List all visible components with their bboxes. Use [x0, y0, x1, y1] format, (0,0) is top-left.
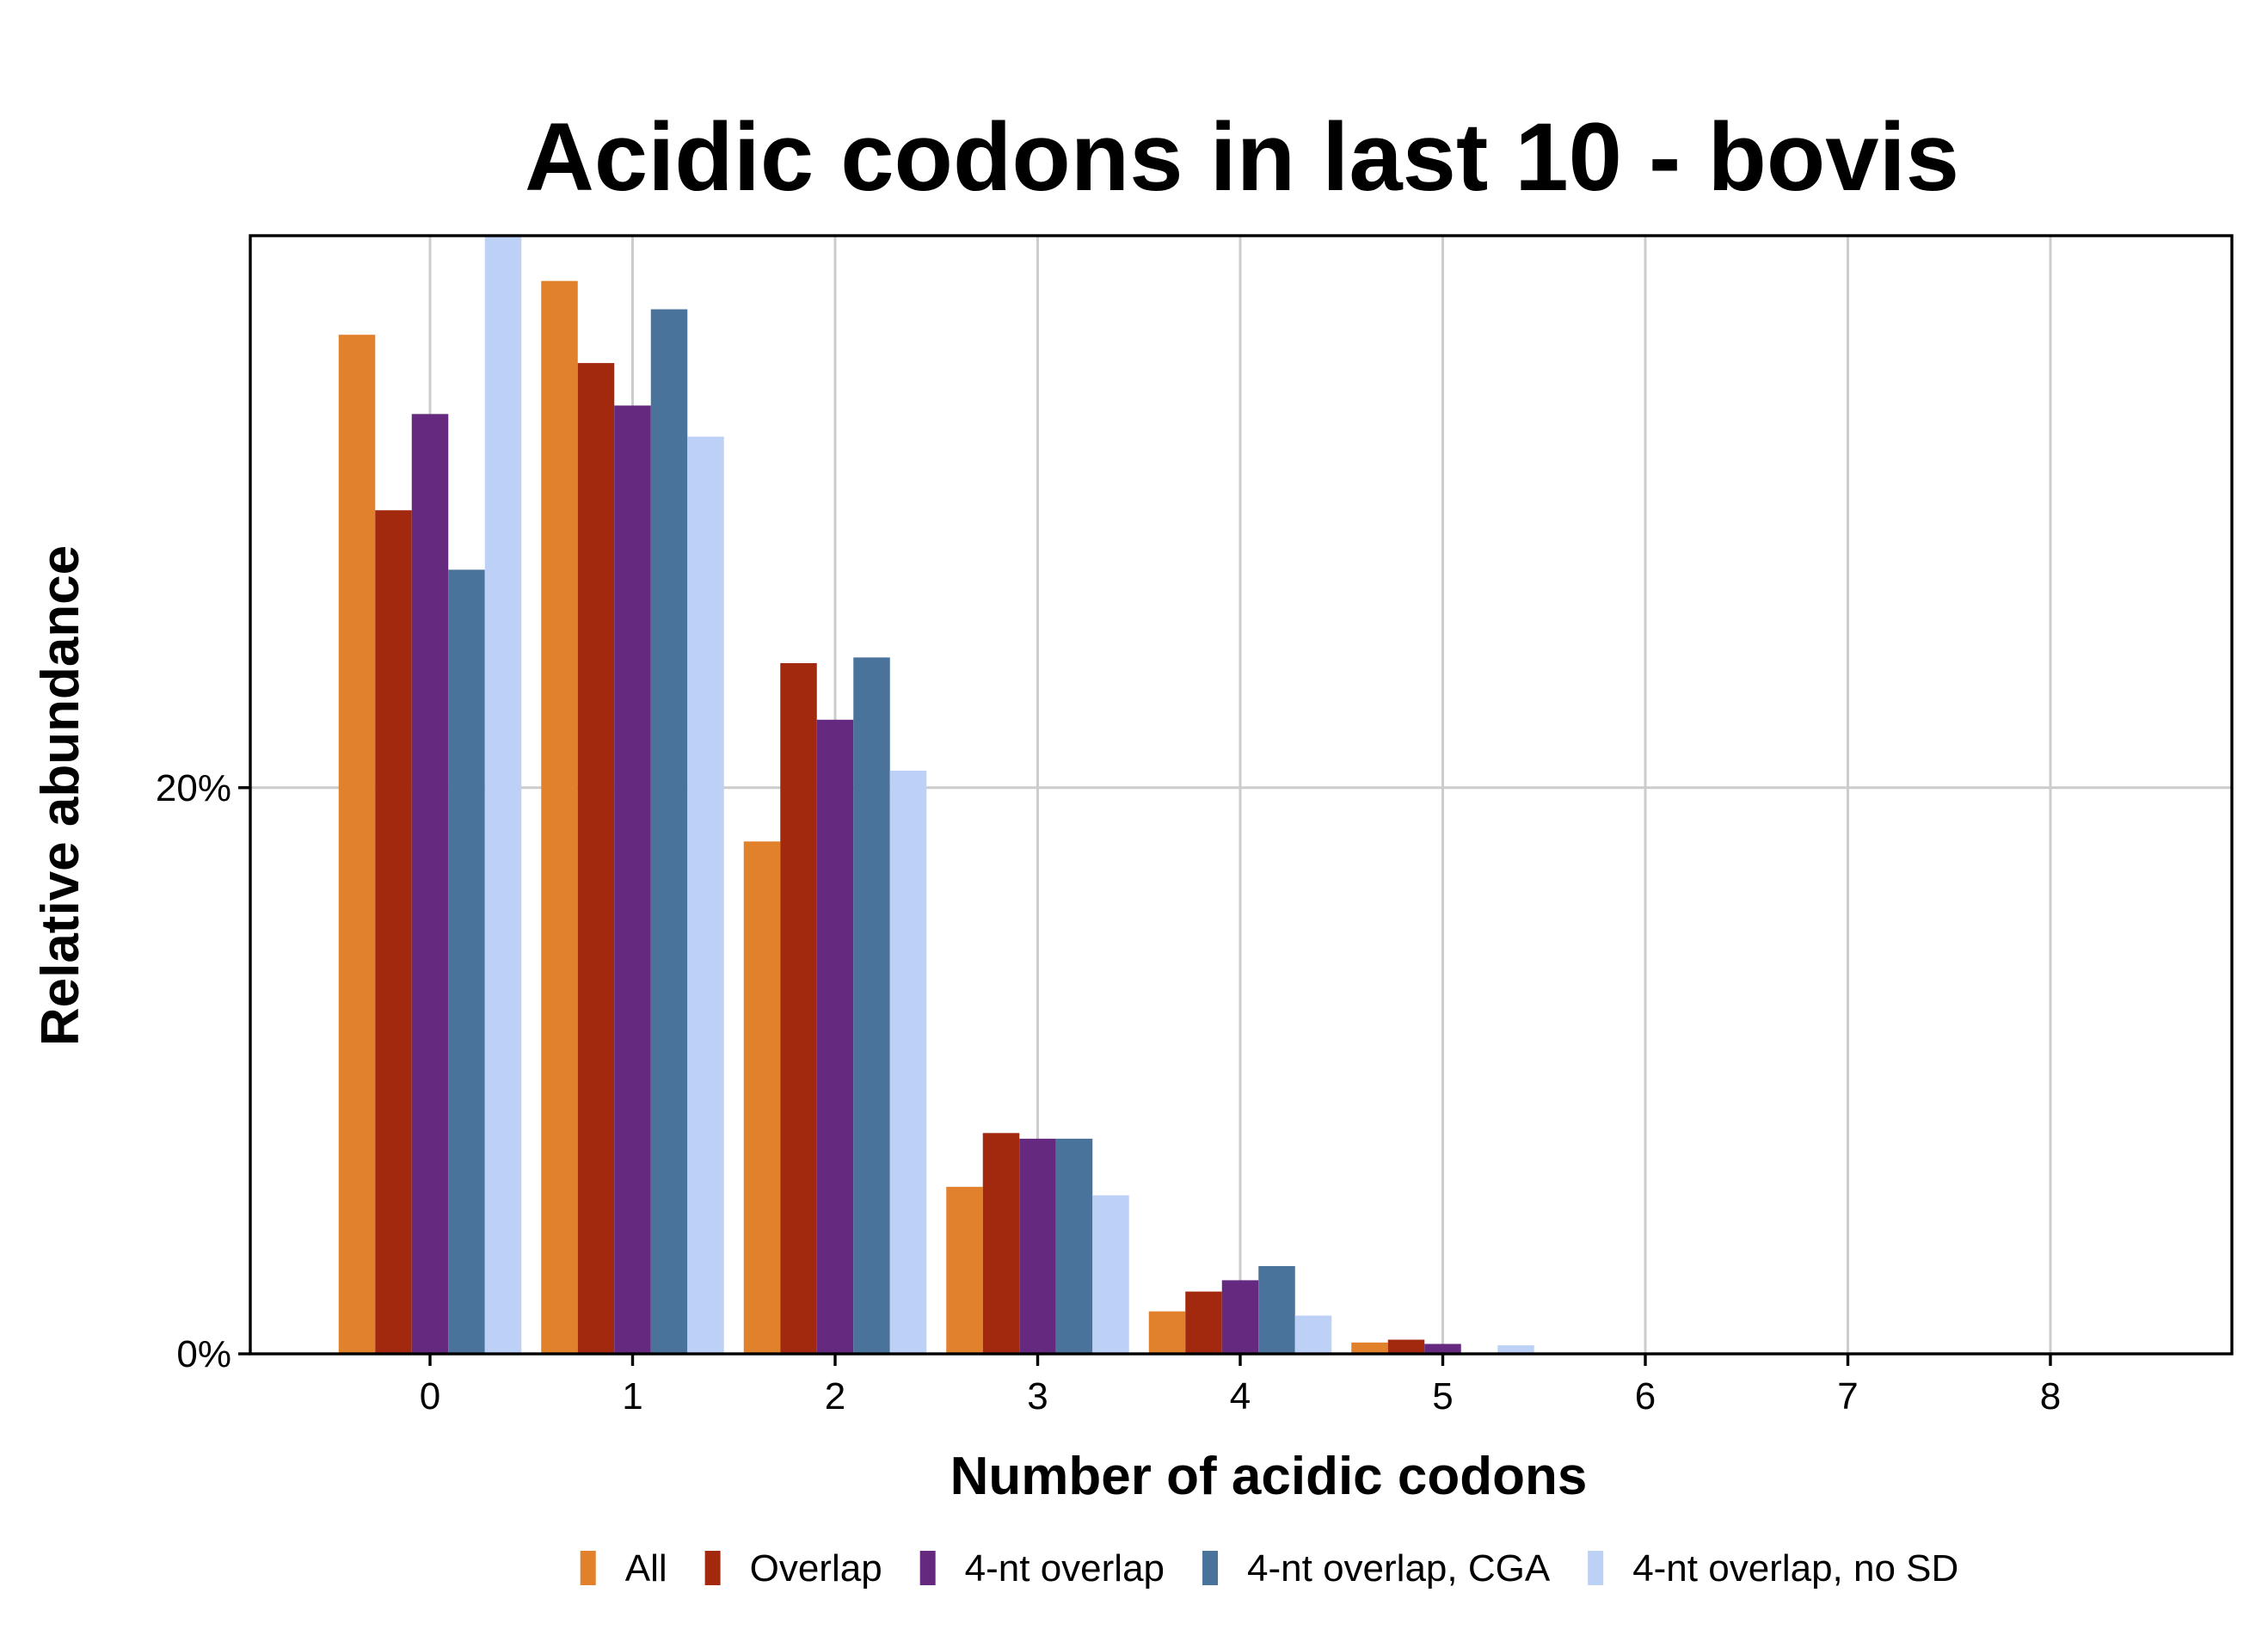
bar: [1497, 1345, 1534, 1354]
x-tick-label: 6: [1635, 1375, 1656, 1417]
y-axis-title: Relative abundance: [31, 545, 90, 1046]
bar: [614, 405, 651, 1354]
bar: [816, 719, 854, 1354]
bar: [448, 569, 485, 1354]
legend-swatch: [580, 1551, 596, 1585]
bar: [982, 1133, 1020, 1354]
legend-label: 4-nt overlap, CGA: [1247, 1547, 1551, 1590]
x-tick-label: 4: [1230, 1375, 1251, 1417]
bar: [375, 510, 412, 1354]
x-axis: 0 1 2 3 4 5 6 7 8: [420, 1354, 2061, 1417]
x-tick-label: 8: [2040, 1375, 2061, 1417]
bar: [541, 280, 578, 1355]
bar: [1019, 1138, 1056, 1354]
bar: [1294, 1315, 1332, 1354]
legend-label: All: [625, 1547, 667, 1590]
bar: [338, 335, 376, 1354]
legend-swatch: [1202, 1551, 1219, 1585]
x-tick-label: 3: [1027, 1375, 1048, 1417]
bar: [889, 771, 927, 1354]
bar: [743, 841, 781, 1354]
bar: [1221, 1280, 1259, 1354]
bar: [411, 414, 449, 1354]
x-tick-label: 0: [420, 1375, 440, 1417]
legend-label: Overlap: [750, 1547, 882, 1590]
legend: All Overlap 4-nt overlap 4-nt overlap, CGA 4…: [580, 1547, 1958, 1590]
bar: [484, 236, 522, 1354]
bar: [650, 309, 688, 1355]
bar: [946, 1186, 983, 1354]
bars: [338, 236, 1534, 1355]
chart-title: Acidic codons in last 10 - bovis: [525, 103, 1959, 211]
bar: [1148, 1311, 1186, 1354]
legend-swatch: [704, 1551, 721, 1585]
y-tick-label: 20%: [156, 767, 231, 809]
y-tick-label: 0%: [176, 1333, 231, 1375]
x-tick-label: 2: [825, 1375, 845, 1417]
bar: [853, 657, 890, 1354]
x-tick-label: 7: [1837, 1375, 1858, 1417]
bar: [1424, 1344, 1461, 1354]
bar: [1351, 1342, 1388, 1354]
bar: [1258, 1265, 1295, 1354]
bar: [1055, 1138, 1093, 1354]
x-axis-title: Number of acidic codons: [950, 1447, 1588, 1506]
bar: [687, 436, 724, 1354]
bar: [1185, 1291, 1222, 1354]
legend-swatch: [1588, 1551, 1604, 1585]
bar: [1092, 1195, 1129, 1354]
legend-label: 4-nt overlap, no SD: [1632, 1547, 1958, 1590]
bar: [780, 662, 817, 1354]
legend-label: 4-nt overlap: [965, 1547, 1165, 1590]
bar: [1387, 1339, 1425, 1354]
legend-swatch: [919, 1551, 936, 1585]
x-tick-label: 1: [622, 1375, 642, 1417]
x-tick-label: 5: [1432, 1375, 1453, 1417]
bar: [577, 363, 615, 1354]
y-axis: 0% 20%: [156, 767, 250, 1375]
